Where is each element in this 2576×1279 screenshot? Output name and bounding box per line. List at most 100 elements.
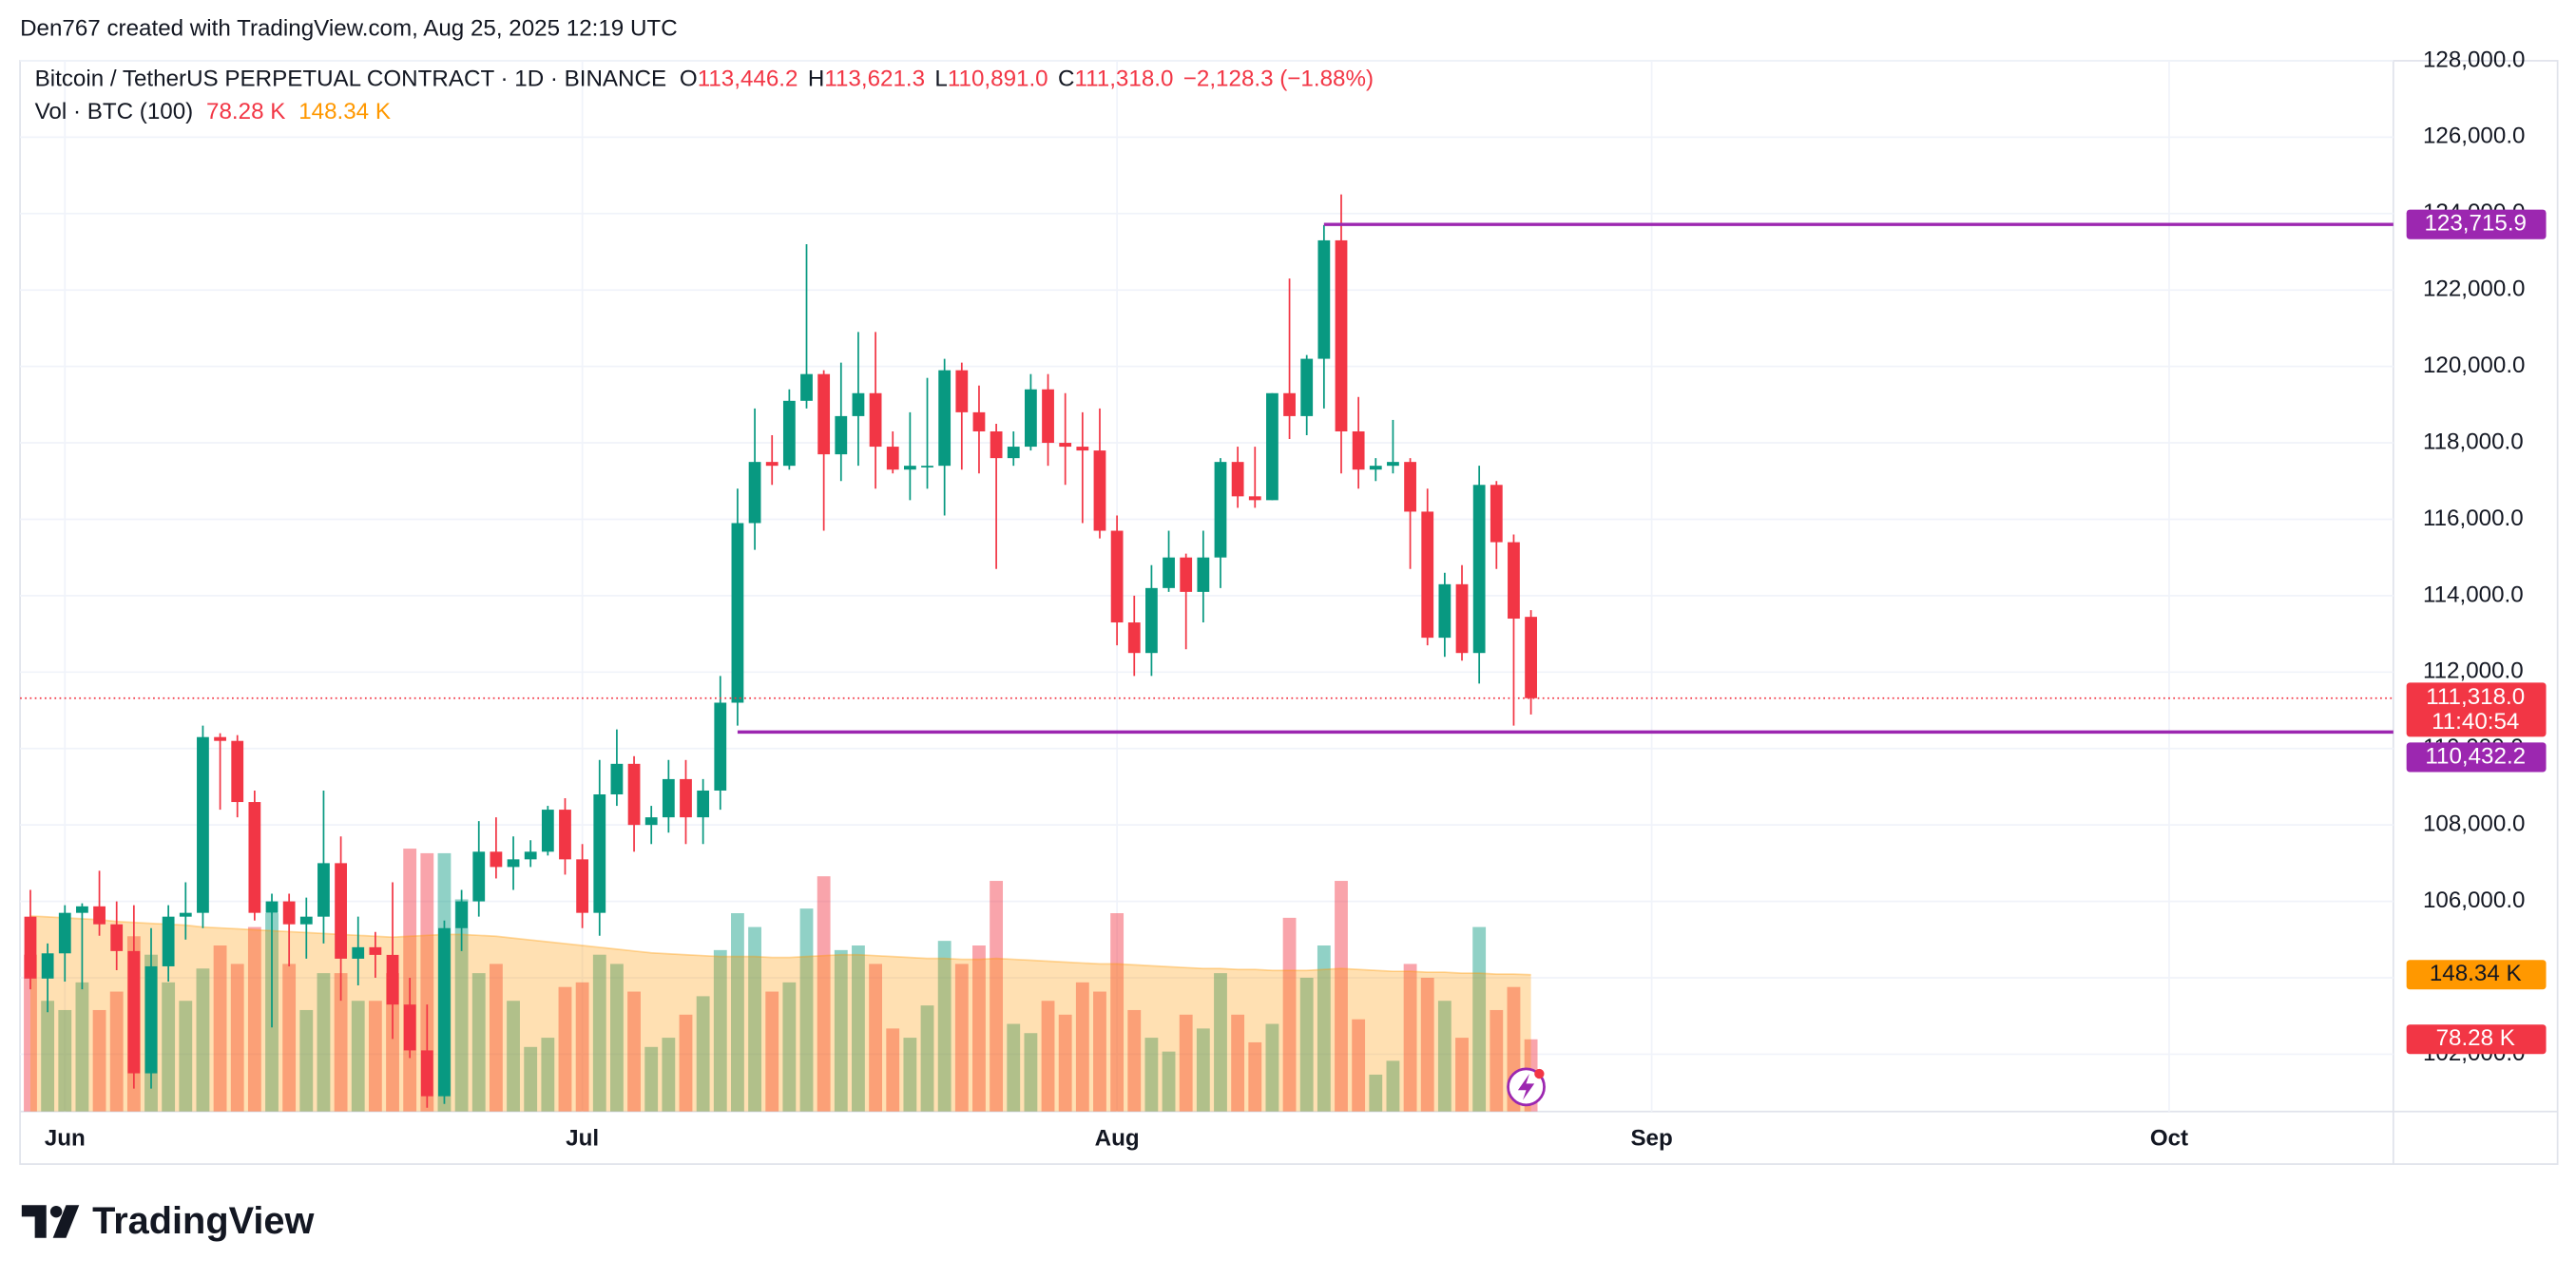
volume-bar — [954, 964, 969, 1112]
volume-bar — [230, 964, 244, 1112]
candle-body — [1076, 447, 1089, 451]
candle-body — [1455, 583, 1469, 654]
volume-bar — [351, 1001, 365, 1112]
last-price-label: 111,318.0 — [2426, 684, 2525, 710]
candle-body — [921, 466, 933, 468]
volume-bar — [334, 973, 348, 1112]
volume-bar — [972, 945, 986, 1112]
x-tick-label: Jul — [566, 1126, 599, 1152]
candle-body — [680, 778, 692, 818]
candle-body — [455, 901, 469, 928]
volume-bar — [1455, 1038, 1469, 1112]
legend-volume: Vol · BTC (100) 78.28 K 148.34 K — [35, 100, 391, 125]
candle-body — [265, 901, 279, 913]
candle-body — [852, 392, 865, 416]
volume-bar — [713, 949, 727, 1112]
volume-bar — [610, 964, 624, 1112]
volume-bar — [524, 1046, 538, 1112]
candle-body — [1438, 583, 1451, 639]
candle-body — [472, 851, 486, 902]
candle-body — [524, 851, 537, 860]
candle-body — [835, 415, 848, 455]
candle-body — [1007, 447, 1020, 459]
volume-bar — [869, 964, 882, 1112]
y-tick-label: 120,000.0 — [2423, 353, 2526, 378]
level-badge — [2406, 742, 2547, 773]
volume-bar — [489, 964, 503, 1112]
candle-body — [990, 430, 1003, 459]
ohlc-value: 113,621.3 — [824, 67, 925, 92]
icon-bolt — [1517, 1074, 1535, 1100]
volume-bar — [1490, 1009, 1504, 1112]
level-label: 123,715.9 — [2424, 211, 2527, 237]
volume-bar — [282, 964, 297, 1112]
volume-bar — [58, 1009, 72, 1112]
level-badge — [2406, 209, 2547, 239]
x-tick-label: Aug — [1095, 1126, 1140, 1152]
y-tick-label: 112,000.0 — [2423, 659, 2524, 684]
candle-body — [1508, 542, 1520, 620]
candle-body — [317, 863, 330, 917]
volume-bar — [1162, 1051, 1176, 1112]
volume-bar — [990, 881, 1004, 1112]
volume-ma-badge-label: 148.34 K — [2430, 961, 2522, 986]
volume-bar — [1265, 1023, 1279, 1112]
candle-body — [938, 370, 952, 467]
volume-bar — [1075, 982, 1089, 1112]
candle-body — [127, 950, 141, 1074]
y-tick-label: 106,000.0 — [2423, 888, 2526, 913]
candle-body — [162, 916, 175, 966]
candle-body — [610, 763, 624, 794]
volume-bar — [1231, 1014, 1245, 1112]
volume-bar — [817, 876, 831, 1112]
volume-bar — [1420, 977, 1434, 1112]
brand-name: TradingView — [92, 1200, 314, 1242]
candle-body — [93, 906, 106, 925]
volume-bar — [1369, 1074, 1383, 1112]
candle-body — [144, 965, 158, 1074]
candle-body — [1231, 462, 1244, 497]
legend-main: Bitcoin / TetherUS PERPETUAL CONTRACT · … — [35, 67, 1374, 92]
candle-body — [214, 736, 226, 741]
volume-bar — [368, 1001, 382, 1112]
volume-bar — [317, 973, 331, 1112]
candle-body — [1093, 450, 1106, 531]
volume-bar — [1196, 1028, 1210, 1112]
volume-bar — [834, 949, 848, 1112]
candle-body — [559, 810, 571, 860]
candle-body — [886, 447, 899, 470]
candle-body — [1387, 462, 1399, 467]
x-tick-label: Oct — [2150, 1126, 2188, 1152]
candle-body — [800, 373, 813, 401]
volume-bar — [1299, 977, 1314, 1112]
volume-bar — [1058, 1014, 1072, 1112]
candle-body — [110, 924, 124, 951]
candle-body — [714, 702, 727, 791]
candle-body — [1283, 392, 1296, 416]
volume-bar — [1144, 1038, 1159, 1112]
volume-bar — [247, 926, 261, 1112]
candle-body — [1266, 392, 1278, 501]
y-tick-label: 128,000.0 — [2423, 47, 2526, 72]
volume-ma-line — [29, 915, 1531, 976]
y-tick-label: 122,000.0 — [2423, 277, 2526, 302]
volume-bar — [662, 1038, 676, 1112]
candle-body — [1180, 557, 1193, 592]
volume-bar — [1437, 1001, 1451, 1112]
candle-body — [662, 778, 675, 818]
volume-bar — [1248, 1041, 1262, 1112]
volume-value: 78.28 K — [206, 100, 285, 125]
candle-body — [748, 462, 761, 524]
ohlc-value: 110,891.0 — [948, 67, 1048, 92]
volume-bar — [696, 996, 710, 1112]
volume-bar — [162, 982, 176, 1112]
icon-dot — [1534, 1068, 1545, 1079]
volume-bar — [679, 1014, 693, 1112]
candle-body — [869, 392, 882, 448]
candle-body — [420, 1050, 433, 1097]
volume-bar — [558, 986, 572, 1112]
volume-bar — [1317, 945, 1331, 1112]
volume-bar — [1024, 1033, 1038, 1112]
logo-shape — [21, 1205, 47, 1238]
